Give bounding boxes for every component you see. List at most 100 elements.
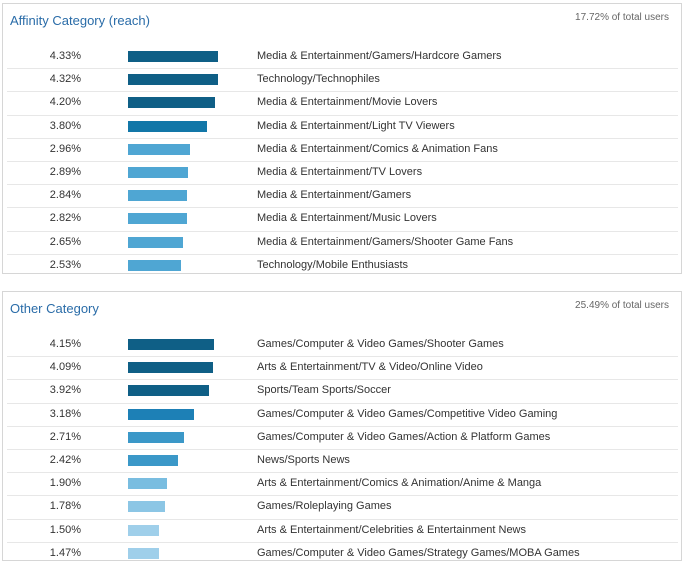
category-label: Arts & Entertainment/Celebrities & Enter… bbox=[257, 523, 527, 536]
value-label: 4.09% bbox=[49, 361, 81, 374]
category-label: News/Sports News bbox=[257, 453, 350, 466]
category-label: Media & Entertainment/Gamers/Hardcore Ga… bbox=[257, 50, 502, 62]
value-label: 1.78% bbox=[49, 500, 81, 513]
bar bbox=[128, 143, 190, 155]
bar-rows: 4.15% Games/Computer & Video Games/Shoote… bbox=[7, 334, 678, 565]
value-label: 4.33% bbox=[49, 50, 81, 62]
bar-track bbox=[128, 408, 218, 420]
table-row: 3.18% Games/Computer & Video Games/Compet… bbox=[7, 404, 678, 427]
value-label: 1.50% bbox=[49, 523, 81, 536]
category-label: Arts & Entertainment/Comics & Animation/… bbox=[257, 477, 542, 490]
table-row: 2.71% Games/Computer & Video Games/Action… bbox=[7, 427, 678, 450]
bar-track bbox=[128, 431, 218, 443]
table-row: 1.50% Arts & Entertainment/Celebrities & … bbox=[7, 520, 678, 543]
affinity-category-panel: Affinity Category (reach) 17.72% of tota… bbox=[2, 3, 682, 274]
category-label: Media & Entertainment/Movie Lovers bbox=[257, 96, 438, 109]
value-label: 3.92% bbox=[49, 384, 81, 397]
bar bbox=[128, 454, 179, 466]
panel-summary: 17.72% of total users bbox=[575, 12, 669, 23]
bar bbox=[128, 524, 160, 536]
value-label: 4.15% bbox=[49, 338, 81, 350]
bar-track bbox=[128, 524, 218, 536]
bar bbox=[128, 166, 189, 178]
category-label: Media & Entertainment/TV Lovers bbox=[257, 165, 423, 178]
category-label: Technology/Technophiles bbox=[257, 73, 380, 86]
table-row: 2.65% Media & Entertainment/Gamers/Shoote… bbox=[7, 232, 678, 255]
table-row: 1.47% Games/Computer & Video Games/Strate… bbox=[7, 543, 678, 565]
bar-track bbox=[128, 362, 218, 374]
table-row: 3.80% Media & Entertainment/Light TV View… bbox=[7, 116, 678, 139]
value-label: 2.65% bbox=[49, 235, 81, 248]
bar-track bbox=[128, 236, 218, 248]
bar bbox=[128, 385, 210, 397]
category-label: Games/Computer & Video Games/Strategy Ga… bbox=[257, 546, 580, 559]
value-label: 1.47% bbox=[49, 546, 81, 559]
bar bbox=[128, 501, 165, 513]
bar bbox=[128, 259, 181, 271]
value-label: 4.32% bbox=[49, 73, 81, 86]
bar bbox=[128, 362, 213, 374]
table-row: 4.09% Arts & Entertainment/TV & Video/Onl… bbox=[7, 357, 678, 381]
table-row: 4.33% Media & Entertainment/Gamers/Hardco… bbox=[7, 46, 678, 70]
bar bbox=[128, 190, 188, 202]
table-row: 4.32% Technology/Technophiles bbox=[7, 69, 678, 93]
value-label: 2.89% bbox=[49, 165, 81, 178]
table-row: 2.84% Media & Entertainment/Gamers bbox=[7, 185, 678, 209]
bar bbox=[128, 236, 184, 248]
category-label: Games/Computer & Video Games/Action & Pl… bbox=[257, 430, 551, 443]
bar-track bbox=[128, 190, 218, 202]
table-row: 2.96% Media & Entertainment/Comics & Anim… bbox=[7, 139, 678, 162]
table-row: 1.90% Arts & Entertainment/Comics & Anima… bbox=[7, 473, 678, 497]
category-label: Arts & Entertainment/TV & Video/Online V… bbox=[257, 361, 483, 374]
bar-track bbox=[128, 454, 218, 466]
bar bbox=[128, 97, 216, 109]
bar-track bbox=[128, 501, 218, 513]
value-label: 2.42% bbox=[49, 453, 81, 466]
bar bbox=[128, 547, 159, 559]
category-label: Media & Entertainment/Gamers/Shooter Gam… bbox=[257, 235, 514, 248]
table-row: 2.42% News/Sports News bbox=[7, 450, 678, 474]
value-label: 3.18% bbox=[49, 407, 81, 420]
bar-track bbox=[128, 478, 218, 490]
value-label: 2.96% bbox=[49, 142, 81, 155]
table-row: 2.82% Media & Entertainment/Music Lovers bbox=[7, 208, 678, 232]
bar bbox=[128, 51, 218, 62]
bar-track bbox=[128, 74, 218, 86]
category-label: Media & Entertainment/Gamers bbox=[257, 189, 412, 202]
table-row: 3.92% Sports/Team Sports/Soccer bbox=[7, 380, 678, 404]
bar-track bbox=[128, 213, 218, 225]
value-label: 1.90% bbox=[49, 477, 81, 490]
category-label: Media & Entertainment/Comics & Animation… bbox=[257, 142, 498, 155]
bar-track bbox=[128, 120, 218, 132]
bar bbox=[128, 431, 185, 443]
bar-rows: 4.33% Media & Entertainment/Gamers/Hardco… bbox=[7, 46, 678, 277]
value-label: 2.71% bbox=[49, 430, 81, 443]
value-label: 4.20% bbox=[49, 96, 81, 109]
bar-track bbox=[128, 547, 218, 559]
bar-track bbox=[128, 143, 218, 155]
category-label: Games/Roleplaying Games bbox=[257, 500, 392, 513]
category-label: Games/Computer & Video Games/Shooter Gam… bbox=[257, 338, 504, 350]
category-label: Games/Computer & Video Games/Competitive… bbox=[257, 407, 558, 420]
value-label: 2.53% bbox=[49, 258, 81, 271]
value-label: 2.82% bbox=[49, 212, 81, 225]
bar bbox=[128, 408, 195, 420]
category-label: Technology/Mobile Enthusiasts bbox=[257, 258, 409, 271]
bar bbox=[128, 74, 218, 86]
bar bbox=[128, 339, 215, 350]
panel-summary: 25.49% of total users bbox=[575, 300, 669, 311]
bar bbox=[128, 213, 187, 225]
value-label: 2.84% bbox=[49, 189, 81, 202]
bar bbox=[128, 120, 207, 132]
bar-track bbox=[128, 259, 218, 271]
bar-track bbox=[128, 385, 218, 397]
table-row: 2.53% Technology/Mobile Enthusiasts bbox=[7, 255, 678, 277]
category-label: Sports/Team Sports/Soccer bbox=[257, 384, 391, 397]
category-label: Media & Entertainment/Music Lovers bbox=[257, 212, 437, 225]
bar bbox=[128, 478, 168, 490]
bar-track bbox=[128, 339, 218, 350]
panel-title: Affinity Category (reach) bbox=[10, 13, 150, 28]
category-label: Media & Entertainment/Light TV Viewers bbox=[257, 119, 455, 132]
panel-title: Other Category bbox=[10, 301, 99, 316]
bar-track bbox=[128, 97, 218, 109]
